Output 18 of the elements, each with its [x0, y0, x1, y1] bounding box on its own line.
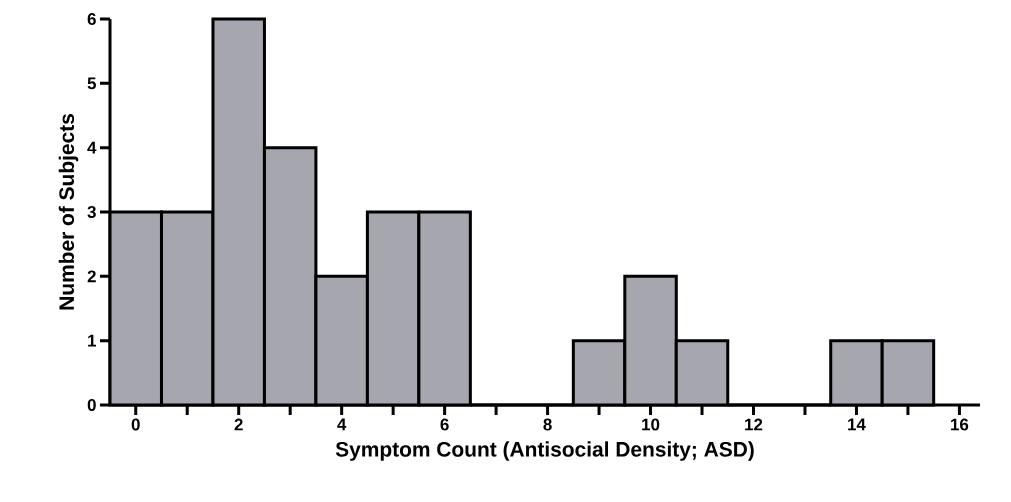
x-tick-label: 10: [642, 418, 660, 431]
y-tick-label: 3: [87, 205, 96, 219]
x-tick-label: 14: [848, 418, 866, 431]
x-tick-label: 6: [440, 418, 449, 431]
x-tick-label: 8: [543, 418, 552, 431]
x-tick-label: 12: [745, 418, 763, 431]
y-tick-label: 4: [87, 141, 97, 154]
x-tick-label: 4: [337, 418, 347, 431]
y-tick-label: 5: [87, 77, 97, 90]
y-tick-label: 2: [87, 270, 96, 283]
y-tick-label: 6: [87, 13, 96, 25]
y-axis-title: Number of Subjects: [58, 114, 79, 310]
x-tick-label: 16: [951, 418, 969, 431]
y-tick-label: 0: [87, 399, 96, 411]
x-axis-title: Symptom Count (Antisocial Density; ASD): [335, 441, 754, 461]
y-tick-label: 1: [88, 334, 97, 347]
x-tick-label: 0: [131, 418, 140, 431]
x-tick-label: 2: [234, 418, 243, 431]
